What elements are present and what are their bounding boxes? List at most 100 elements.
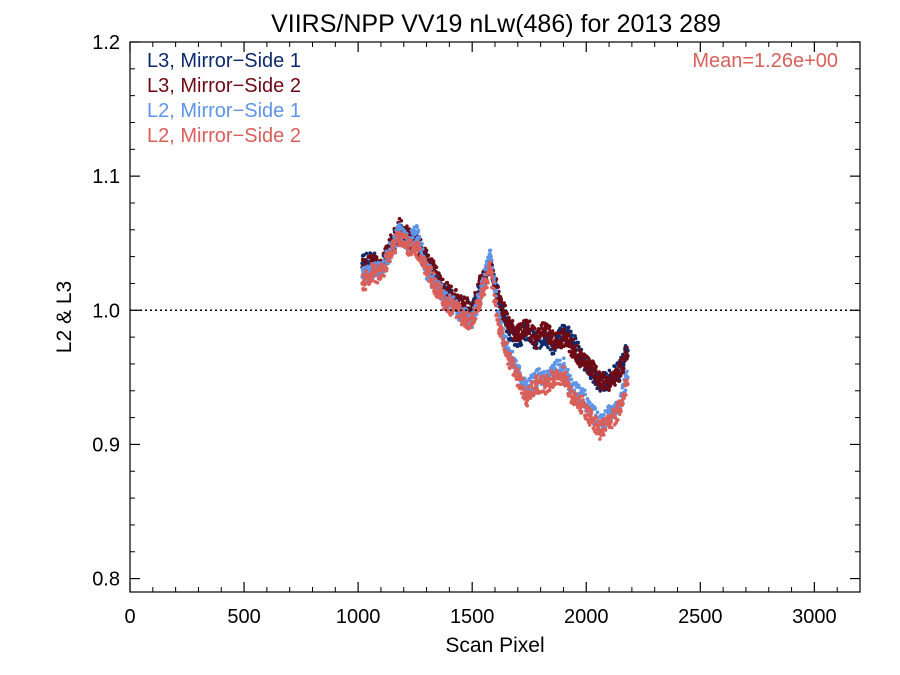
data-point	[370, 278, 374, 283]
data-point	[363, 287, 368, 292]
data-point	[480, 281, 484, 286]
data-point	[364, 269, 368, 273]
legend-entry-l3-ms2: L3, Mirror−Side 2	[147, 75, 301, 97]
data-point	[409, 239, 414, 244]
data-point	[494, 289, 499, 294]
data-point	[478, 305, 482, 310]
data-point	[371, 265, 375, 270]
data-point	[417, 234, 422, 239]
data-point	[587, 357, 591, 362]
data-point	[537, 367, 542, 371]
x-tick-label: 1500	[450, 606, 495, 628]
data-point	[542, 337, 547, 341]
data-point	[568, 341, 572, 345]
data-point	[510, 318, 515, 323]
data-point	[491, 286, 496, 291]
data-point	[527, 331, 532, 335]
data-point	[363, 259, 368, 263]
data-point	[558, 358, 562, 363]
data-point	[547, 388, 552, 392]
data-point	[488, 267, 493, 272]
data-point	[546, 345, 550, 350]
data-point	[449, 284, 453, 289]
data-point	[441, 302, 446, 307]
data-point	[444, 305, 449, 310]
data-point	[442, 295, 446, 299]
data-point	[577, 385, 582, 390]
data-point	[461, 317, 466, 322]
data-point	[580, 394, 585, 398]
data-point	[388, 259, 392, 264]
data-point	[585, 367, 590, 372]
data-point	[403, 229, 407, 233]
data-point	[507, 319, 512, 323]
data-point	[623, 383, 628, 388]
data-point	[529, 338, 533, 342]
data-point	[530, 380, 535, 384]
data-point	[382, 274, 386, 278]
data-point	[434, 280, 439, 285]
legend: L3, Mirror−Side 1 L3, Mirror−Side 2 L2, …	[147, 50, 301, 147]
series-3	[360, 222, 630, 435]
data-point	[472, 320, 477, 324]
data-point	[610, 425, 614, 430]
data-point	[406, 248, 411, 252]
data-point	[490, 275, 495, 280]
data-point	[495, 313, 500, 318]
data-point	[373, 273, 377, 278]
x-tick-label: 500	[227, 606, 260, 628]
data-point	[525, 404, 530, 408]
data-point	[580, 357, 585, 361]
data-point	[566, 332, 571, 336]
x-tick-label: 0	[124, 606, 135, 628]
data-point	[479, 302, 483, 306]
data-point	[575, 343, 579, 348]
data-point	[428, 265, 433, 269]
chart-title: VIIRS/NPP VV19 nLw(486) for 2013 289	[271, 10, 721, 38]
data-point	[579, 409, 584, 414]
data-point	[504, 335, 509, 339]
data-point	[469, 312, 474, 316]
x-tick-label: 3000	[792, 606, 837, 628]
data-point	[437, 282, 442, 286]
data-point	[444, 291, 449, 295]
mean-annotation: Mean=1.26e+00	[692, 50, 838, 72]
data-point	[604, 371, 609, 376]
data-point	[622, 363, 626, 367]
x-tick-label: 2000	[564, 606, 609, 628]
data-point	[516, 367, 520, 372]
data-point	[569, 329, 573, 334]
data-point	[516, 330, 520, 334]
data-point	[464, 301, 469, 305]
data-point	[573, 347, 578, 352]
data-point	[598, 437, 602, 441]
data-point	[566, 367, 570, 372]
data-point	[621, 401, 625, 406]
data-point	[589, 411, 594, 415]
data-point	[506, 346, 511, 351]
data-point	[434, 265, 439, 270]
data-point	[570, 333, 574, 337]
data-point	[399, 219, 404, 223]
data-point	[622, 396, 626, 400]
data-point	[488, 248, 493, 253]
data-point	[616, 369, 621, 373]
data-point	[624, 393, 628, 397]
data-point	[375, 280, 380, 285]
data-point	[617, 378, 622, 383]
data-point	[534, 345, 539, 350]
data-point	[566, 325, 571, 330]
data-point	[499, 297, 504, 302]
data-point	[523, 337, 528, 342]
data-point	[369, 253, 374, 257]
data-point	[527, 319, 532, 324]
data-point	[468, 302, 473, 306]
data-point	[458, 303, 462, 308]
data-point	[574, 392, 578, 396]
data-point	[563, 370, 568, 375]
data-point	[439, 288, 444, 292]
data-point	[450, 290, 454, 295]
data-point	[523, 392, 528, 397]
data-point	[497, 331, 501, 336]
data-point	[511, 359, 516, 364]
